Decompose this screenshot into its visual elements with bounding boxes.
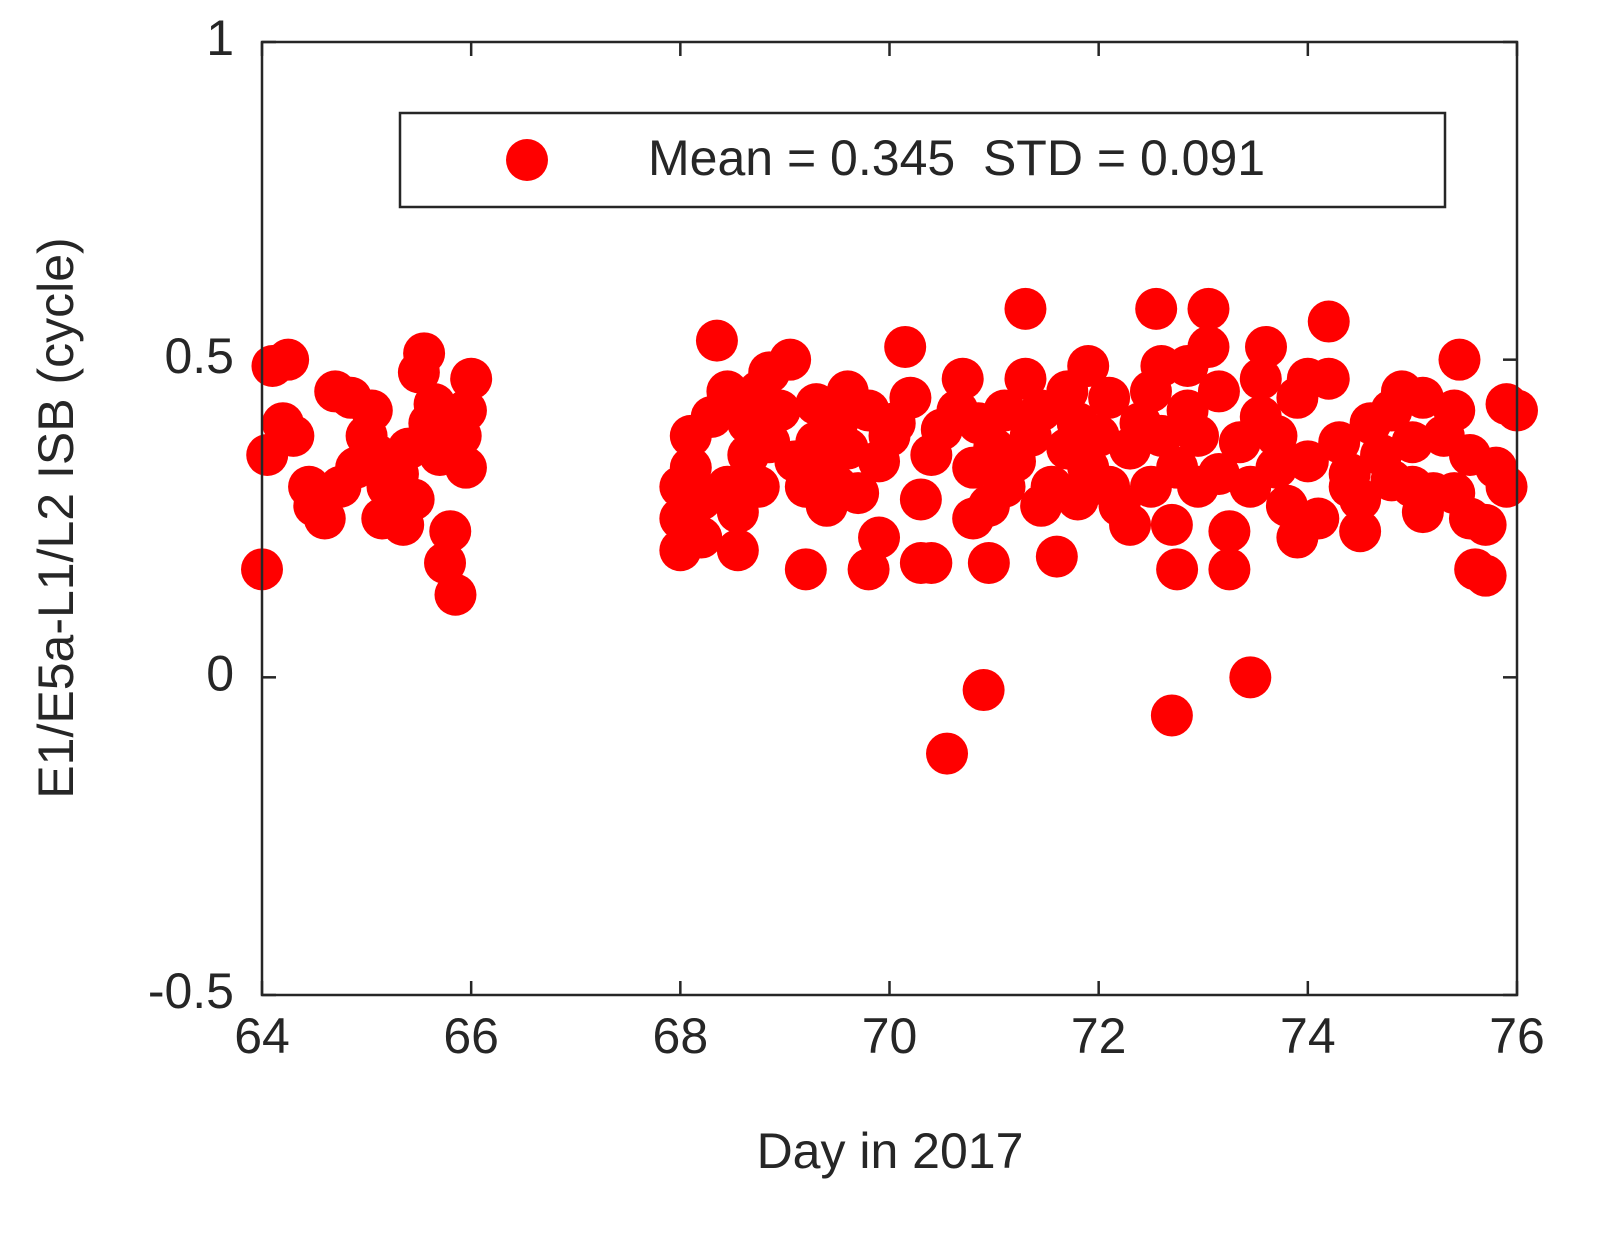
point: [429, 510, 472, 553]
legend-label: Mean = 0.345 STD = 0.091: [648, 130, 1265, 186]
point: [1088, 376, 1131, 419]
point: [983, 389, 1026, 432]
point: [1297, 497, 1340, 540]
x-tick-label: 66: [443, 1008, 499, 1064]
x-tick-label: 74: [1280, 1008, 1336, 1064]
point: [1135, 287, 1178, 330]
x-axis-label: Day in 2017: [757, 1123, 1024, 1179]
point: [1004, 357, 1047, 400]
point: [899, 478, 942, 521]
point: [444, 446, 487, 489]
point: [910, 541, 953, 584]
point: [847, 548, 890, 591]
y-axis-label: E1/E5a-L1/L2 ISB (cycle): [28, 237, 84, 798]
point: [1438, 338, 1481, 381]
point: [884, 325, 927, 368]
point: [962, 669, 1005, 712]
point: [267, 338, 310, 381]
y-tick-label: 1: [206, 10, 234, 66]
point: [1109, 503, 1152, 546]
point: [837, 472, 880, 515]
point: [1485, 465, 1528, 508]
point: [1197, 370, 1240, 413]
point: [1339, 510, 1382, 553]
point: [737, 465, 780, 508]
point: [889, 376, 932, 419]
y-tick-label: 0.5: [164, 328, 234, 384]
point: [926, 732, 969, 775]
point: [1464, 554, 1507, 597]
y-tick-label: 0: [206, 646, 234, 702]
point: [1391, 421, 1434, 464]
point: [450, 357, 493, 400]
point: [1286, 440, 1329, 483]
point: [680, 516, 723, 559]
point: [1307, 357, 1350, 400]
point: [1339, 478, 1382, 521]
axes-box: [260, 40, 1519, 997]
point: [1245, 325, 1287, 368]
point: [1187, 325, 1230, 368]
point: [769, 338, 812, 381]
x-tick-label: 76: [1489, 1008, 1545, 1064]
point: [1239, 357, 1282, 400]
point: [695, 319, 738, 362]
point: [669, 446, 712, 489]
point: [303, 497, 346, 540]
legend-box: [398, 111, 1447, 209]
point: [403, 332, 446, 375]
point: [706, 370, 749, 413]
point: [967, 541, 1010, 584]
point: [1035, 535, 1078, 578]
x-tick-label: 64: [234, 1008, 290, 1064]
point: [1433, 389, 1476, 432]
point: [434, 573, 477, 616]
point: [424, 541, 467, 584]
point: [444, 389, 487, 432]
point: [1004, 287, 1047, 330]
point: [1208, 510, 1251, 553]
point: [1067, 345, 1110, 388]
point: [1208, 548, 1251, 591]
x-tick-label: 72: [1071, 1008, 1127, 1064]
point: [1177, 414, 1220, 457]
point: [1140, 414, 1183, 457]
point: [1307, 300, 1350, 343]
point: [941, 357, 984, 400]
y-tick-label: -0.5: [148, 963, 234, 1019]
point: [758, 389, 801, 432]
point: [1150, 694, 1193, 737]
point: [1464, 503, 1507, 546]
x-tick-label: 70: [862, 1008, 918, 1064]
point: [272, 414, 315, 457]
legend-marker: [506, 139, 548, 181]
point: [1150, 503, 1193, 546]
point: [392, 478, 435, 521]
point: [784, 548, 827, 591]
point: [1187, 287, 1230, 330]
x-tick-label: 68: [653, 1008, 709, 1064]
point: [1255, 414, 1298, 457]
point: [716, 529, 759, 572]
point: [858, 516, 901, 559]
point: [1156, 548, 1199, 591]
point: [350, 389, 393, 432]
point: [413, 383, 456, 426]
point: [1229, 656, 1272, 699]
point: [1255, 446, 1298, 489]
point: [1318, 421, 1361, 464]
